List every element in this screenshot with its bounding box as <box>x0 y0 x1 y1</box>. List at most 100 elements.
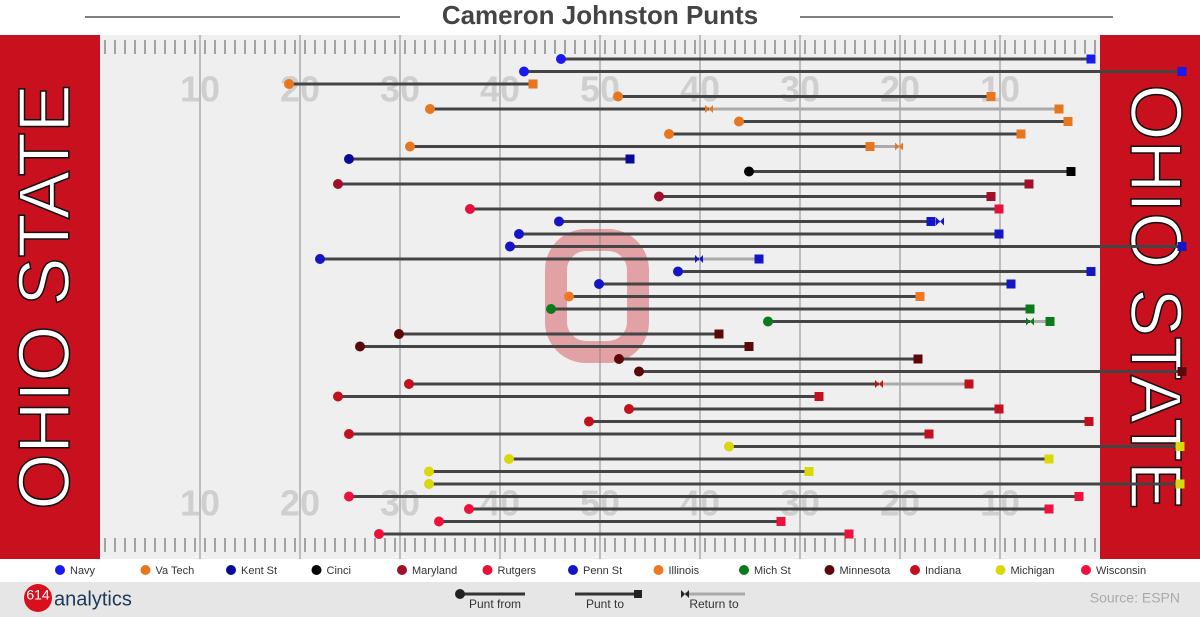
punt-from <box>344 429 354 439</box>
punt-from <box>394 329 404 339</box>
punt-from <box>504 454 514 464</box>
punt-to <box>1177 367 1187 376</box>
legend-swatch <box>739 565 749 575</box>
punt-from <box>584 416 594 427</box>
punt-to <box>994 204 1004 214</box>
punt-from <box>405 141 415 152</box>
punt-from <box>333 391 343 402</box>
punt-from <box>624 404 634 414</box>
punt-to <box>804 467 814 476</box>
yard-number: 10 <box>180 483 220 524</box>
key-to <box>634 590 642 598</box>
punt-to <box>1066 167 1076 176</box>
legend-label: Va Tech <box>156 565 195 577</box>
punt-from <box>664 129 674 139</box>
punt-from <box>673 266 683 277</box>
punt-from <box>724 441 734 452</box>
yard-number: 30 <box>380 483 420 524</box>
return-marker <box>895 142 903 151</box>
punt-to <box>528 79 538 89</box>
legend-label: Rutgers <box>498 565 537 577</box>
punt-from <box>634 366 644 377</box>
punt-to <box>1084 417 1094 426</box>
yard-number: 20 <box>880 69 920 110</box>
key-label: Punt to <box>586 597 624 611</box>
punt-from <box>315 254 325 264</box>
key-return <box>681 590 689 598</box>
yard-number: 20 <box>280 69 320 110</box>
punt-from <box>564 291 574 302</box>
yard-number: 30 <box>380 69 420 110</box>
punt-from <box>424 466 434 477</box>
punt-from <box>284 79 294 89</box>
punt-to <box>964 379 974 389</box>
yard-number: 40 <box>480 483 520 524</box>
punt-to <box>1025 304 1035 314</box>
chart-title: Cameron Johnston Punts <box>442 0 758 30</box>
yard-number: 40 <box>480 69 520 110</box>
punt-to <box>1086 267 1096 276</box>
legend-swatch <box>226 565 236 575</box>
punt-from <box>734 116 744 127</box>
yard-lines: 10 10 20 20 30 30 40 40 50 50 40 40 30 30 20 20 10 10 <box>180 35 1020 559</box>
legend-swatch <box>55 565 65 575</box>
yard-number: 20 <box>280 483 320 524</box>
legend-swatch <box>568 565 578 575</box>
return-marker <box>1026 317 1034 326</box>
punt-to <box>625 154 635 164</box>
punt-to <box>814 392 824 401</box>
punt-from <box>333 179 343 189</box>
legend-label: Michigan <box>1011 565 1055 577</box>
punt-to <box>986 192 996 201</box>
return-marker <box>936 217 944 226</box>
endzone-left <box>0 35 100 559</box>
punt-to <box>915 292 925 301</box>
footer <box>0 582 1200 617</box>
punt-to <box>865 142 875 151</box>
punt-to <box>1086 54 1096 64</box>
legend-label: Wisconsin <box>1096 565 1146 577</box>
punt-from <box>344 491 354 502</box>
punt-from <box>344 154 354 164</box>
legend-swatch <box>482 565 493 575</box>
return-marker <box>705 105 713 113</box>
punt-from <box>613 91 623 102</box>
punt-to <box>994 404 1004 414</box>
punt-from <box>654 191 664 202</box>
legend-swatch <box>824 565 835 575</box>
legend-swatch <box>995 565 1006 575</box>
punt-from <box>355 341 365 352</box>
yard-number: 30 <box>780 69 820 110</box>
key-label: Punt from <box>469 597 521 611</box>
legend-label: Navy <box>70 565 96 577</box>
legend-label: Minnesota <box>840 565 892 577</box>
punt-from <box>514 229 524 239</box>
punt-to <box>994 229 1004 239</box>
punt-to <box>1063 117 1073 126</box>
yard-number: 10 <box>180 69 220 110</box>
legend-swatch <box>397 565 407 575</box>
punt-to <box>1175 442 1185 451</box>
endzone-text: OHIO STATE <box>1115 84 1195 509</box>
punt-from <box>464 504 474 514</box>
legend-label: Kent St <box>241 565 277 577</box>
punt-from <box>404 379 414 389</box>
punt-to <box>1044 454 1054 464</box>
return-marker <box>695 255 703 263</box>
yard-number: 40 <box>680 483 720 524</box>
yard-number: 20 <box>880 483 920 524</box>
punt-from <box>614 354 624 364</box>
punt-to <box>1074 492 1084 501</box>
punt-to <box>776 517 786 526</box>
punt-to <box>744 342 754 351</box>
punt-to <box>1054 104 1064 114</box>
yard-number: 10 <box>980 483 1020 524</box>
key-label: Return to <box>689 597 739 611</box>
legend-label: Cinci <box>327 565 351 577</box>
punt-to <box>986 92 996 101</box>
punt-from <box>546 304 556 314</box>
punt-to <box>1024 179 1034 189</box>
brand-number: 614 <box>26 587 50 603</box>
punt-from <box>556 54 566 64</box>
